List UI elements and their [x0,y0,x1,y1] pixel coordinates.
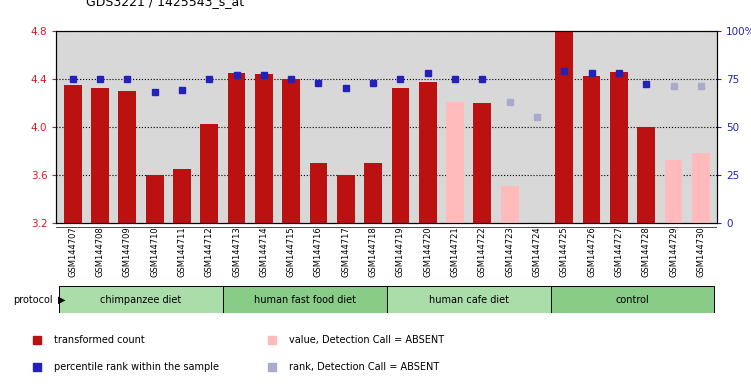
Text: rank, Detection Call = ABSENT: rank, Detection Call = ABSENT [289,362,439,372]
Bar [223,286,387,313]
Text: GSM144708: GSM144708 [95,227,104,277]
Text: value, Detection Call = ABSENT: value, Detection Call = ABSENT [289,335,445,345]
Text: GSM144712: GSM144712 [205,227,214,277]
Bar [610,71,628,223]
Bar [255,74,273,223]
Bar [59,286,223,313]
Text: human cafe diet: human cafe diet [429,295,508,305]
Text: GSM144728: GSM144728 [641,227,650,277]
Bar [550,286,714,313]
Bar [692,153,710,223]
Text: GSM144707: GSM144707 [68,227,77,277]
Bar [665,161,683,223]
Bar [337,175,354,223]
Text: protocol: protocol [13,295,53,305]
Text: GSM144723: GSM144723 [505,227,514,277]
Text: GSM144730: GSM144730 [696,227,705,277]
Text: GSM144725: GSM144725 [559,227,569,277]
Bar [119,91,136,223]
Bar [583,76,601,223]
Bar [419,82,436,223]
Text: GSM144726: GSM144726 [587,227,596,277]
Text: GSM144719: GSM144719 [396,227,405,277]
Text: GSM144711: GSM144711 [177,227,186,277]
Bar [201,124,218,223]
Text: GSM144715: GSM144715 [287,227,296,277]
Bar [309,163,327,223]
Text: chimpanzee diet: chimpanzee diet [101,295,182,305]
Bar [364,163,382,223]
Text: GSM144729: GSM144729 [669,227,678,277]
Text: GSM144724: GSM144724 [532,227,541,277]
Bar [638,127,655,223]
Text: control: control [616,295,650,305]
Text: GSM144722: GSM144722 [478,227,487,277]
Text: GSM144720: GSM144720 [424,227,433,277]
Bar [64,85,82,223]
Bar [391,88,409,223]
Bar [173,169,191,223]
Bar [446,101,464,223]
Bar [228,73,246,223]
Bar [473,103,491,223]
Text: GSM144721: GSM144721 [451,227,460,277]
Text: GSM144717: GSM144717 [341,227,350,277]
Bar [556,31,573,223]
Text: GSM144714: GSM144714 [259,227,268,277]
Text: transformed count: transformed count [54,335,145,345]
Text: percentile rank within the sample: percentile rank within the sample [54,362,219,372]
Text: GSM144709: GSM144709 [123,227,132,277]
Bar [501,185,518,223]
Text: GSM144727: GSM144727 [614,227,623,277]
Bar [91,88,109,223]
Bar [146,175,164,223]
Text: human fast food diet: human fast food diet [254,295,356,305]
Bar [387,286,550,313]
Text: GSM144716: GSM144716 [314,227,323,277]
Text: GSM144710: GSM144710 [150,227,159,277]
Bar [282,79,300,223]
Text: ▶: ▶ [58,295,65,305]
Text: GSM144718: GSM144718 [369,227,378,277]
Text: GSM144713: GSM144713 [232,227,241,277]
Text: GDS3221 / 1425543_s_at: GDS3221 / 1425543_s_at [86,0,245,8]
